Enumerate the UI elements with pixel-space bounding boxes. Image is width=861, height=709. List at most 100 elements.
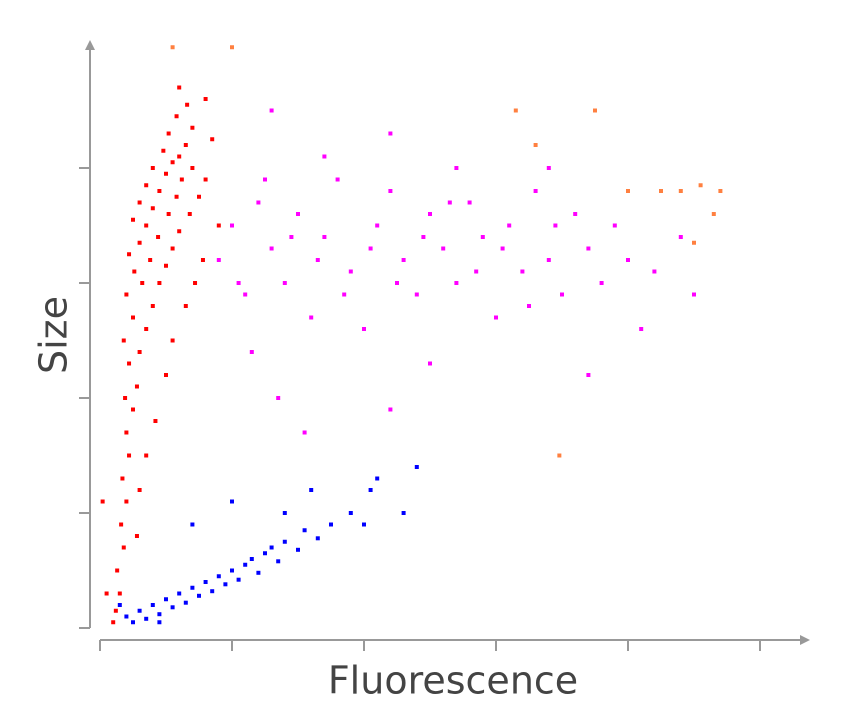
point (183, 143, 188, 147)
point (216, 258, 221, 262)
point (183, 304, 188, 308)
point (282, 539, 287, 544)
point (560, 292, 564, 297)
point (395, 281, 399, 285)
point (276, 396, 281, 400)
point (527, 304, 531, 308)
point (269, 246, 274, 251)
point (256, 570, 261, 575)
point (124, 430, 129, 435)
point (144, 453, 149, 458)
point (137, 350, 142, 354)
point (375, 476, 380, 481)
x-axis-title: Fluorescence (328, 659, 578, 703)
point (183, 600, 188, 605)
point (296, 547, 300, 552)
point (441, 246, 446, 251)
point (193, 281, 198, 285)
point (269, 108, 274, 113)
point (124, 499, 129, 504)
point (117, 603, 122, 607)
point (134, 384, 139, 389)
point (500, 246, 505, 251)
point (329, 522, 333, 527)
point (179, 177, 184, 182)
point (282, 511, 287, 515)
point (216, 223, 221, 228)
point (342, 292, 347, 297)
point (612, 223, 617, 228)
point (659, 189, 663, 193)
point (698, 183, 703, 188)
point (177, 85, 182, 90)
point (414, 465, 419, 469)
y-axis-title: Size (32, 296, 76, 374)
point (203, 580, 208, 584)
point (315, 258, 320, 262)
point (150, 206, 155, 211)
point (216, 574, 221, 579)
point (230, 223, 234, 228)
point (203, 177, 208, 182)
point (157, 620, 162, 625)
point (678, 189, 683, 193)
point (546, 166, 551, 170)
point (177, 591, 182, 596)
point (249, 557, 254, 561)
point (187, 212, 192, 216)
point (190, 125, 195, 130)
point (123, 396, 128, 400)
point (348, 269, 353, 274)
point (156, 235, 161, 239)
point (137, 608, 142, 613)
point (454, 281, 459, 285)
point (150, 304, 155, 308)
point (120, 476, 125, 481)
point (197, 194, 201, 199)
point (414, 292, 419, 297)
point (296, 212, 300, 216)
point (263, 177, 267, 182)
point (236, 577, 241, 582)
point (282, 281, 287, 285)
point (140, 281, 145, 285)
point (309, 488, 314, 492)
point (127, 361, 132, 366)
point (375, 223, 380, 228)
point (113, 608, 118, 613)
point (652, 269, 657, 274)
point (335, 177, 340, 182)
point (164, 597, 168, 602)
point (144, 183, 149, 188)
point (164, 263, 168, 268)
point (131, 620, 135, 625)
point (553, 223, 558, 228)
point (243, 562, 248, 567)
point (170, 160, 175, 165)
point (132, 269, 137, 274)
point (164, 373, 168, 377)
point (692, 292, 696, 297)
point (249, 350, 254, 354)
point (144, 327, 149, 331)
point (474, 269, 479, 274)
point (230, 499, 234, 504)
point (134, 534, 139, 538)
point (711, 212, 716, 216)
point (124, 614, 129, 619)
point (593, 108, 597, 113)
point (302, 528, 307, 533)
point (256, 200, 261, 205)
point (137, 200, 142, 205)
point (144, 616, 149, 621)
point (121, 545, 126, 550)
point (639, 327, 644, 331)
point (104, 591, 109, 596)
point (148, 258, 153, 262)
point (127, 453, 132, 458)
point (153, 419, 158, 423)
point (223, 582, 228, 587)
point (557, 453, 562, 458)
point (348, 511, 353, 515)
point (428, 361, 432, 366)
